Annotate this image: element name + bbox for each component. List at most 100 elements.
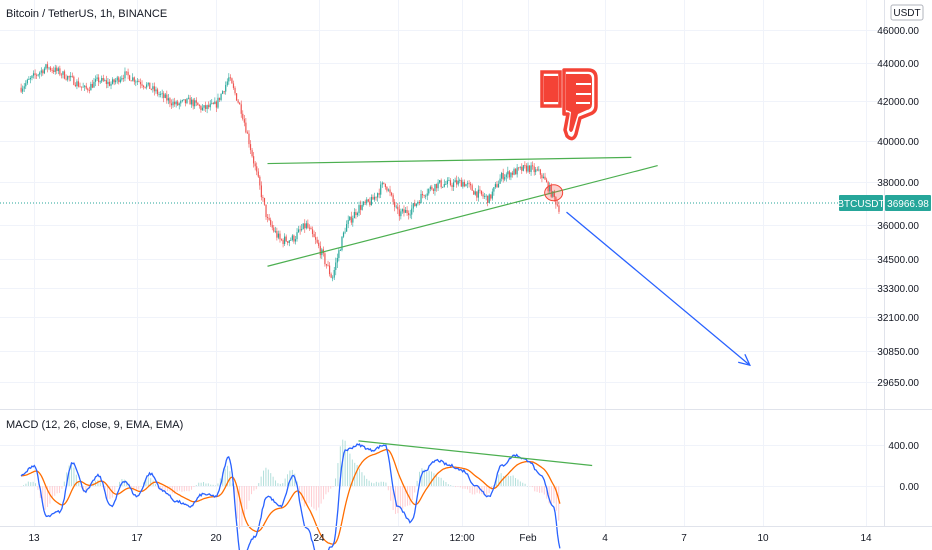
candle [229, 74, 231, 81]
price-pane[interactable]: Bitcoin / TetherUS, 1h, BINANCE [0, 0, 884, 526]
breakdown-circle[interactable] [544, 184, 564, 202]
candle-body [28, 79, 30, 80]
candle-body [147, 82, 149, 85]
candle-body [166, 94, 168, 101]
candle-body [288, 240, 290, 243]
candle-body [39, 72, 41, 75]
candle-body [301, 228, 303, 231]
candle-body [85, 85, 87, 89]
candle [274, 226, 276, 234]
macd-histogram-bar [212, 484, 214, 486]
candle-body [480, 190, 483, 195]
candle [153, 82, 156, 96]
candle-body [49, 67, 52, 71]
macd-histogram-bar [291, 469, 293, 486]
candle-body [383, 182, 385, 184]
candle [346, 220, 348, 232]
macd-histogram-bar [368, 480, 370, 486]
macd-histogram-bar [157, 486, 159, 488]
macd-pane[interactable]: MACD (12, 26, close, 9, EMA, EMA) [0, 419, 884, 550]
candle [510, 172, 512, 181]
candle-body [208, 105, 210, 108]
price-tick-label: 33300.00 [877, 284, 919, 295]
macd-histogram-bar [133, 486, 135, 491]
candle [397, 203, 399, 215]
candle-body [476, 191, 478, 198]
macd-histogram-bar [527, 485, 529, 487]
candle [497, 180, 500, 188]
macd-histogram-bar [359, 468, 361, 486]
candle-body [459, 180, 461, 181]
candle [31, 75, 33, 81]
candle [127, 68, 129, 80]
candle [214, 97, 216, 105]
candle-body [315, 237, 317, 240]
candle [324, 252, 326, 267]
price-tick-label: 42000.00 [877, 97, 919, 108]
macd-histogram-bar [308, 486, 310, 504]
candle [206, 104, 208, 114]
candle [270, 217, 272, 227]
macd-histogram-bar [356, 464, 358, 486]
time-tick-label: 14 [860, 533, 872, 544]
candle [373, 192, 376, 202]
candle-body [45, 64, 47, 69]
candle-body [473, 190, 475, 195]
candle-body [276, 230, 278, 238]
candle [260, 181, 262, 201]
candle [305, 220, 307, 230]
candle-body [448, 180, 450, 182]
candle [164, 92, 166, 99]
price-tick-label: 34500.00 [877, 255, 919, 266]
candle-body [31, 75, 33, 78]
macd-histogram-bar [227, 465, 229, 486]
candle [242, 110, 244, 121]
macd-grid [0, 445, 884, 487]
time-axis[interactable]: 13 17 20 24 27 12:00 Feb 4 7 10 14 [0, 526, 932, 545]
candle [37, 73, 39, 77]
candle-body [435, 184, 438, 189]
candle-body [510, 172, 512, 178]
candle-body [142, 85, 145, 87]
candle [336, 253, 338, 268]
candle-body [211, 102, 213, 104]
candle [366, 197, 368, 206]
candle-body [138, 80, 140, 83]
macd-trendline[interactable] [358, 440, 593, 467]
candle-body [352, 218, 354, 223]
candle-body [263, 197, 266, 205]
current-price-tag[interactable]: BTCUSDT 36966.98 [837, 195, 931, 211]
time-tick-label: Feb [519, 533, 537, 544]
candle-body [34, 73, 36, 75]
candle-body [370, 196, 373, 206]
candle-body [542, 176, 545, 179]
upper-trendline[interactable] [267, 156, 632, 165]
macd-histogram-bar [423, 469, 425, 486]
price-axis[interactable]: 46000.00 44000.00 42000.00 40000.00 38000.00… [837, 0, 931, 526]
candle [249, 140, 252, 154]
candle-body [274, 230, 276, 232]
candle-body [217, 97, 219, 108]
candle [325, 263, 328, 269]
candle [420, 189, 422, 204]
candle-body [183, 99, 185, 101]
drawing-annotations[interactable] [267, 68, 751, 367]
lower-trendline[interactable] [267, 165, 658, 267]
candle [490, 194, 492, 201]
candle-body [240, 104, 242, 114]
candle [361, 201, 363, 211]
macd-signal-line [21, 448, 561, 545]
candle [451, 183, 453, 191]
candle [90, 81, 92, 91]
macd-histogram-bar [373, 483, 375, 486]
candle [170, 99, 173, 109]
macd-histogram-bar [243, 486, 245, 518]
candle-body [228, 77, 230, 82]
forecast-arrow[interactable] [566, 211, 751, 366]
candle-body [129, 75, 131, 81]
currency-badge[interactable]: USDT [890, 4, 924, 21]
candle [34, 69, 36, 79]
candle [60, 72, 63, 79]
candle [39, 71, 41, 79]
